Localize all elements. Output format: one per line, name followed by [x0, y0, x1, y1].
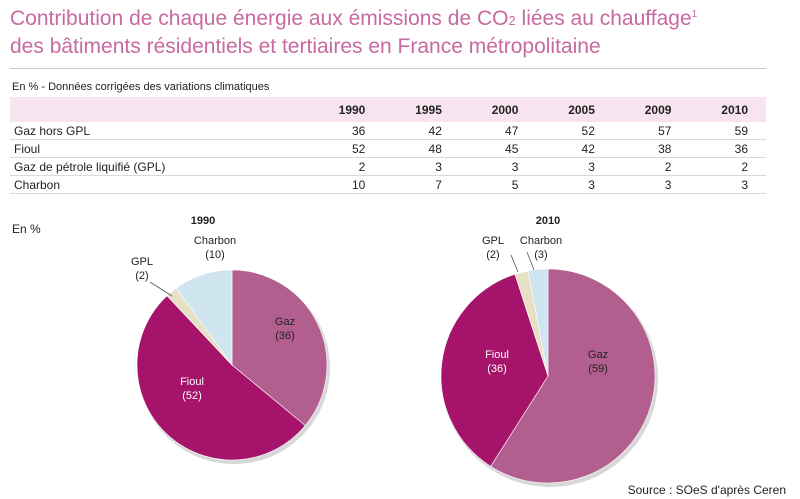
data-table: 1990 1995 2000 2005 2009 2010 Gaz hors GPL 36 4…: [10, 97, 766, 194]
table-cell: 7: [383, 175, 460, 194]
pie-label-gaz: Gaz: [275, 316, 295, 328]
table-header-year: 2000: [459, 97, 537, 122]
pie-value-gpl: (2): [486, 249, 499, 261]
pie-label-fioul: Fioul: [180, 376, 204, 388]
table-header-year: 2010: [689, 97, 766, 122]
pie-label-gpl: GPL: [131, 256, 153, 268]
table-cell: 36: [689, 139, 766, 158]
title-divider: [10, 68, 766, 69]
unit-note: En % - Données corrigées des variations …: [12, 81, 270, 93]
pie-value-fioul: (36): [487, 363, 507, 375]
pie-label-charbon: Charbon: [520, 235, 562, 247]
table-header-year: 2009: [612, 97, 690, 122]
table-cell: 2: [689, 157, 766, 176]
pie-unit-label: En %: [12, 222, 41, 236]
table-cell: 57: [612, 122, 690, 140]
title-line-1: Contribution de chaque énergie aux émiss…: [10, 7, 698, 30]
pie-value-gaz: (36): [275, 330, 295, 342]
pie-leader-line: [510, 254, 519, 273]
table-cell: 2: [306, 157, 384, 176]
table-cell: 36: [306, 122, 384, 140]
table-cell: 3: [383, 157, 460, 176]
table-header-row: 1990 1995 2000 2005 2009 2010: [10, 97, 766, 122]
table-row-label: Gaz de pétrole liquifié (GPL): [10, 157, 307, 176]
pie-value-charbon: (10): [205, 249, 225, 261]
pie-leader-line: [526, 251, 535, 271]
table-row: Gaz de pétrole liquifié (GPL) 2 3 3 3 2 2: [10, 157, 766, 176]
pie-value-gpl: (2): [135, 270, 148, 282]
table-cell: 45: [459, 139, 537, 158]
table-cell: 3: [612, 175, 690, 194]
table-header-year: 1995: [383, 97, 460, 122]
title-line-2: des bâtiments résidentiels et tertiaires…: [10, 35, 601, 58]
pie-slice-charbon: [175, 269, 233, 366]
pie-slice-fioul: [440, 273, 549, 467]
pie-value-gaz: (59): [588, 363, 608, 375]
table-cell: 38: [612, 139, 690, 158]
table-row-label: Charbon: [10, 175, 307, 194]
table-cell: 59: [689, 122, 766, 140]
table-row: Gaz hors GPL 36 42 47 52 57 59: [10, 122, 766, 140]
table-cell: 42: [383, 122, 460, 140]
table-header-label: [10, 97, 307, 122]
pie-label-gpl: GPL: [482, 235, 504, 247]
pie-slice-gaz: [490, 268, 656, 484]
pie-label-charbon: Charbon: [194, 235, 236, 247]
table-cell: 3: [536, 175, 613, 194]
table-cell: 42: [536, 139, 613, 158]
pie-value-charbon: (3): [534, 249, 547, 261]
table-cell: 3: [689, 175, 766, 194]
table-cell: 47: [459, 122, 537, 140]
pie-leader-line: [149, 281, 173, 297]
pie-slice-gaz: [231, 269, 328, 426]
table-row: Charbon 10 7 5 3 3 3: [10, 175, 766, 194]
pie-slice-charbon: [527, 268, 549, 377]
table-cell: 3: [536, 157, 613, 176]
pie-2010-title: 2010: [535, 215, 561, 227]
pie-label-gaz: Gaz: [588, 349, 608, 361]
pie-label-fioul: Fioul: [485, 349, 509, 361]
source-note: Source : SOeS d'après Ceren: [627, 483, 786, 497]
pie-2010: Gaz (59) Fioul (36) GPL (2) Charbon (3): [440, 235, 658, 487]
pie-1990: Gaz (36) Fioul (52) GPL (2) Charbon (10): [131, 235, 330, 464]
table-body: Gaz hors GPL 36 42 47 52 57 59 Fioul 52 48 45 42 38 3…: [10, 122, 766, 194]
pie-value-fioul: (52): [182, 390, 202, 402]
table-cell: 2: [612, 157, 690, 176]
table-row: Fioul 52 48 45 42 38 36: [10, 139, 766, 158]
pie-1990-title: 1990: [190, 215, 216, 227]
table-cell: 52: [306, 139, 384, 158]
table-header-year: 1990: [306, 97, 384, 122]
table-header-year: 2005: [536, 97, 613, 122]
table-cell: 52: [536, 122, 613, 140]
chart-title: Contribution de chaque énergie aux émiss…: [10, 6, 790, 60]
table-cell: 48: [383, 139, 460, 158]
table-row-label: Gaz hors GPL: [10, 122, 307, 140]
table-cell: 5: [459, 175, 537, 194]
table-row-label: Fioul: [10, 139, 307, 158]
table-cell: 3: [459, 157, 537, 176]
pie-slice-fioul: [136, 295, 306, 461]
table-cell: 10: [306, 175, 384, 194]
